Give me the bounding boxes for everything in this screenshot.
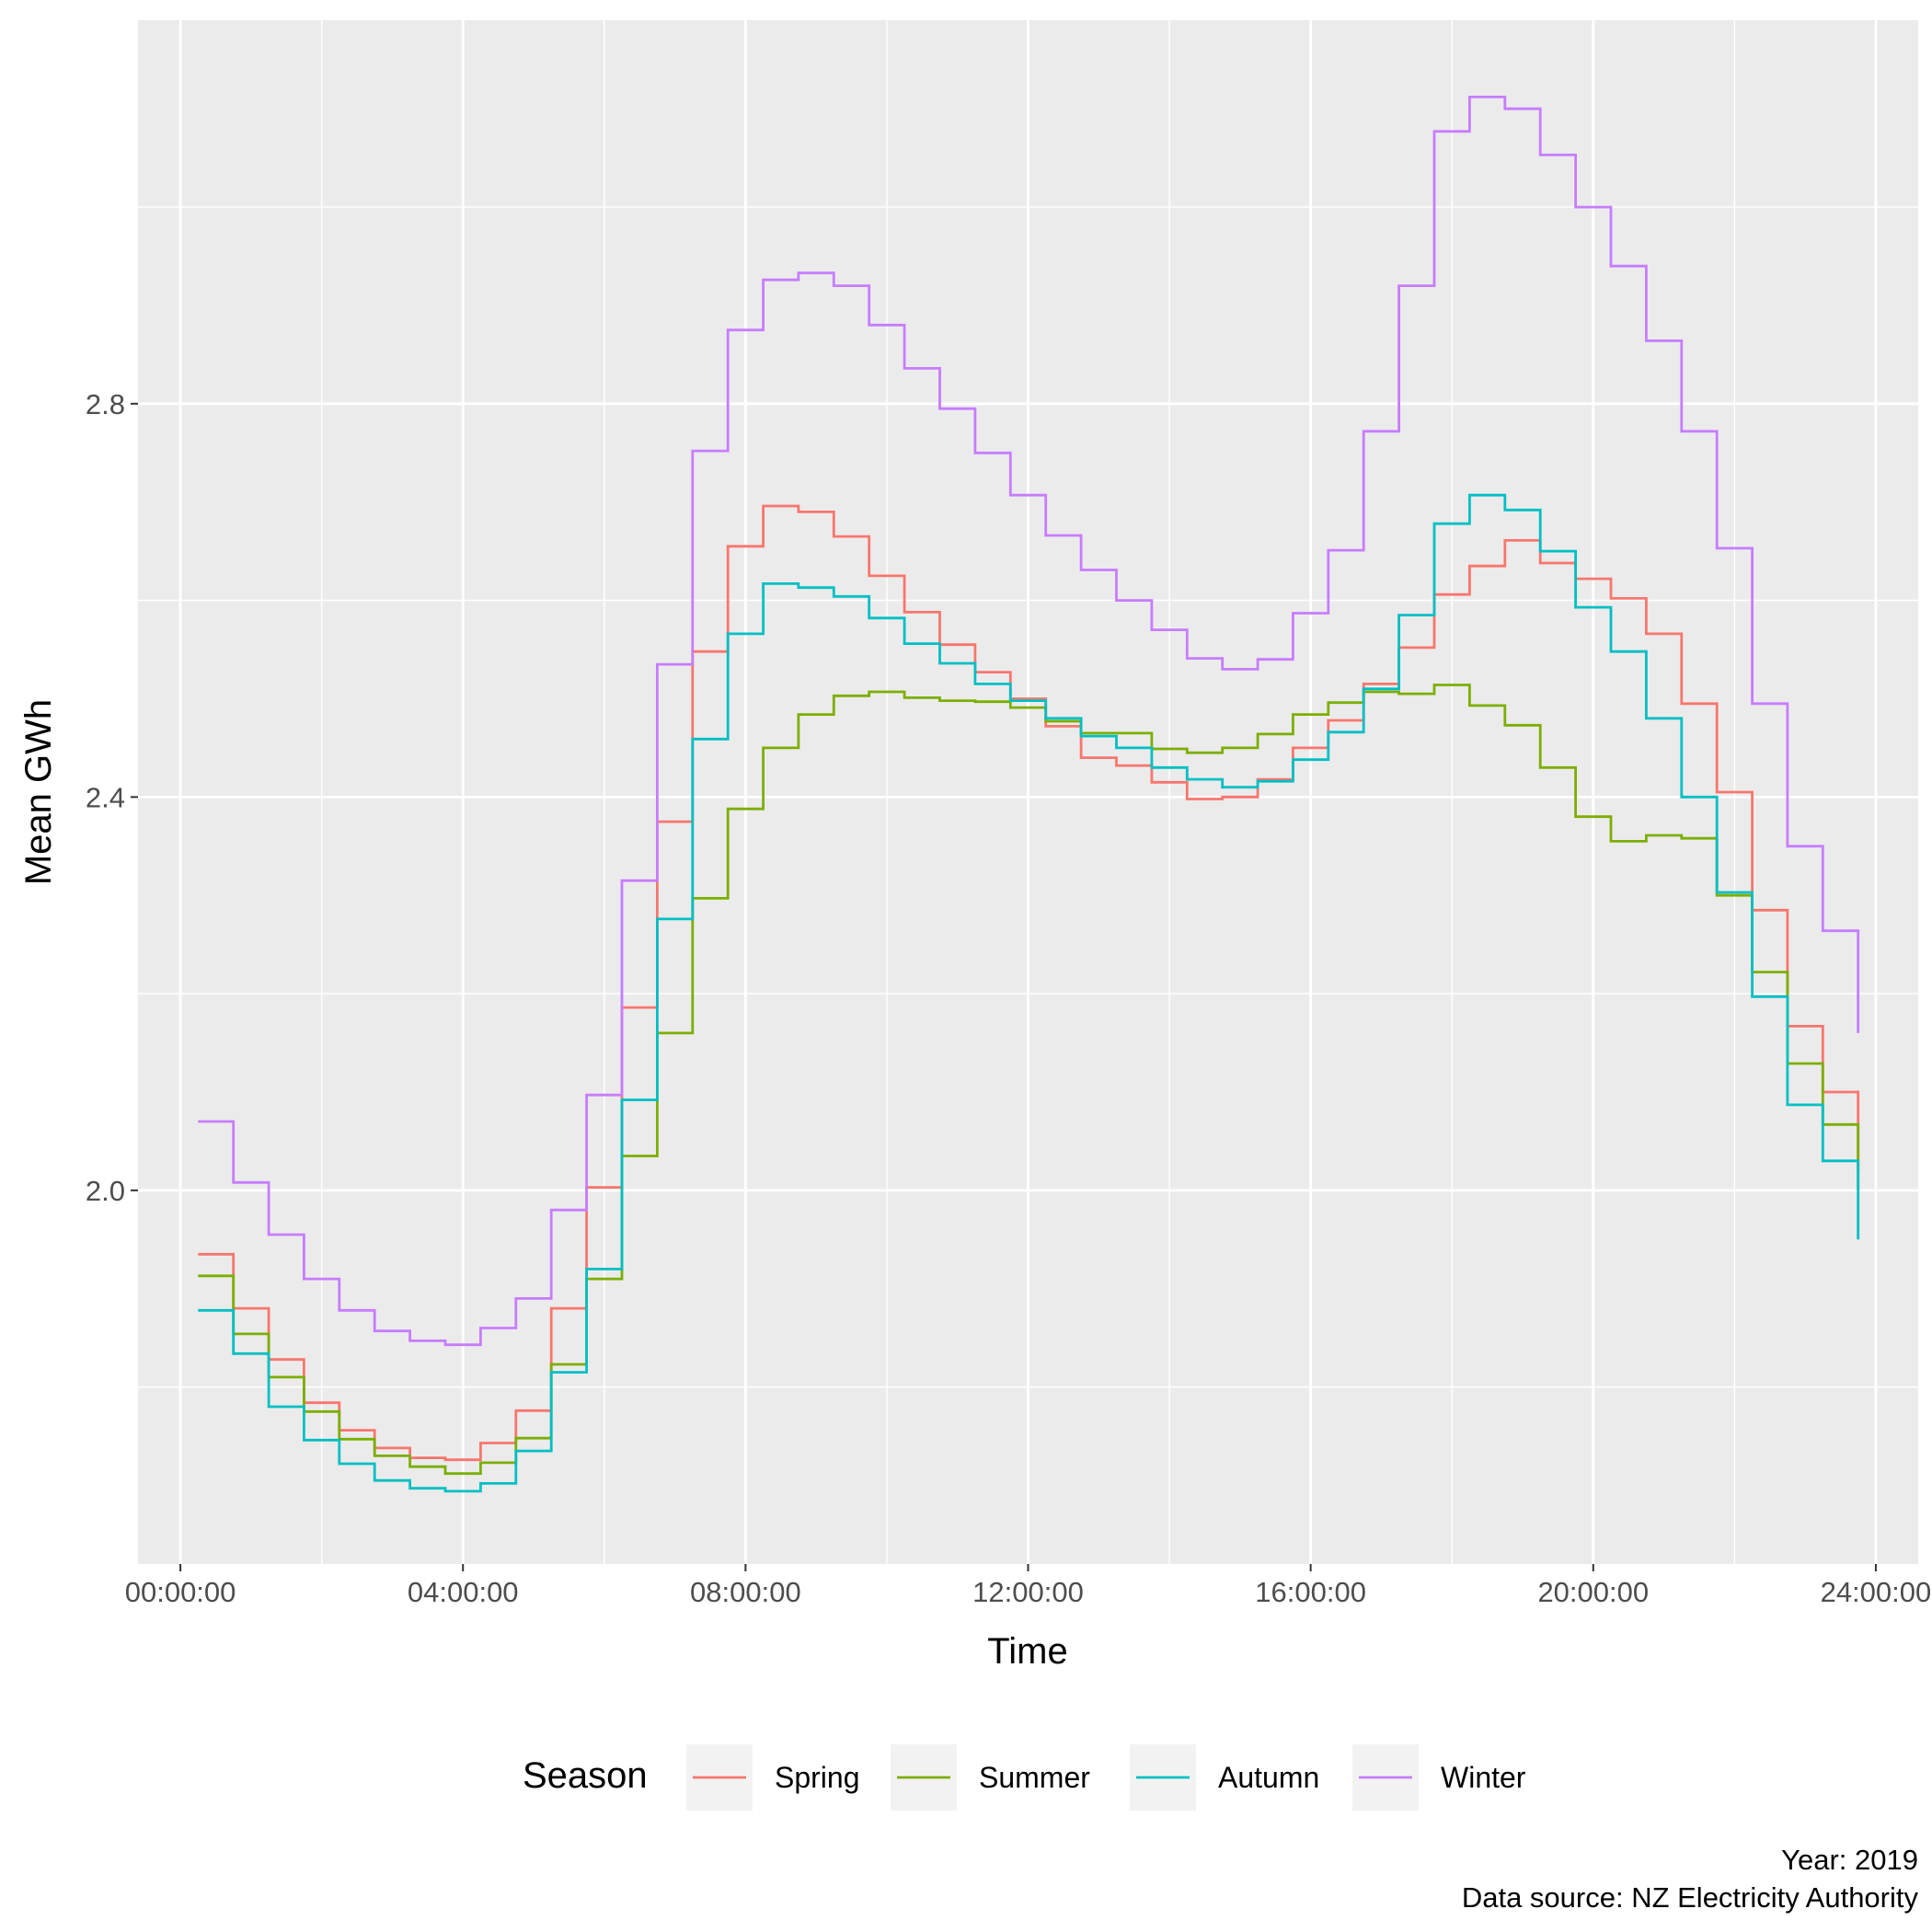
series-lines	[198, 96, 1860, 1493]
legend-label-spring: Spring	[775, 1761, 860, 1794]
x-tick-label: 00:00:00	[125, 1576, 236, 1608]
x-tick-label: 16:00:00	[1255, 1576, 1366, 1608]
series-line-autumn	[198, 493, 1860, 1493]
y-axis: 2.0 2.4 2.8	[86, 388, 138, 1207]
x-tick-label: 08:00:00	[690, 1576, 801, 1608]
legend-label-summer: Summer	[979, 1761, 1090, 1794]
series-line-spring	[198, 504, 1860, 1462]
y-tick-label: 2.0	[86, 1175, 125, 1207]
legend-label-winter: Winter	[1441, 1761, 1526, 1794]
series-line-winter	[198, 96, 1860, 1347]
y-axis-title: Mean GWh	[18, 699, 59, 885]
series-line-summer	[198, 684, 1860, 1476]
caption-year: Year: 2019	[1781, 1844, 1918, 1876]
caption-source: Data source: NZ Electricity Authority	[1462, 1881, 1919, 1914]
y-tick-label: 2.4	[86, 781, 125, 813]
x-tick-label: 24:00:00	[1821, 1576, 1932, 1608]
y-tick-label: 2.8	[86, 388, 125, 420]
major-x-gridlines	[178, 20, 1878, 1564]
x-axis-title: Time	[987, 1631, 1067, 1672]
x-tick-label: 12:00:00	[972, 1576, 1084, 1608]
legend-title: Season	[523, 1755, 648, 1796]
legend: Season Spring Summer Autumn Winter	[523, 1744, 1526, 1811]
x-tick-label: 20:00:00	[1537, 1576, 1649, 1608]
x-axis: 00:00:00 04:00:00 08:00:00 12:00:00 16:00:00…	[125, 1564, 1932, 1608]
x-tick-label: 04:00:00	[408, 1576, 519, 1608]
legend-label-autumn: Autumn	[1218, 1761, 1319, 1794]
